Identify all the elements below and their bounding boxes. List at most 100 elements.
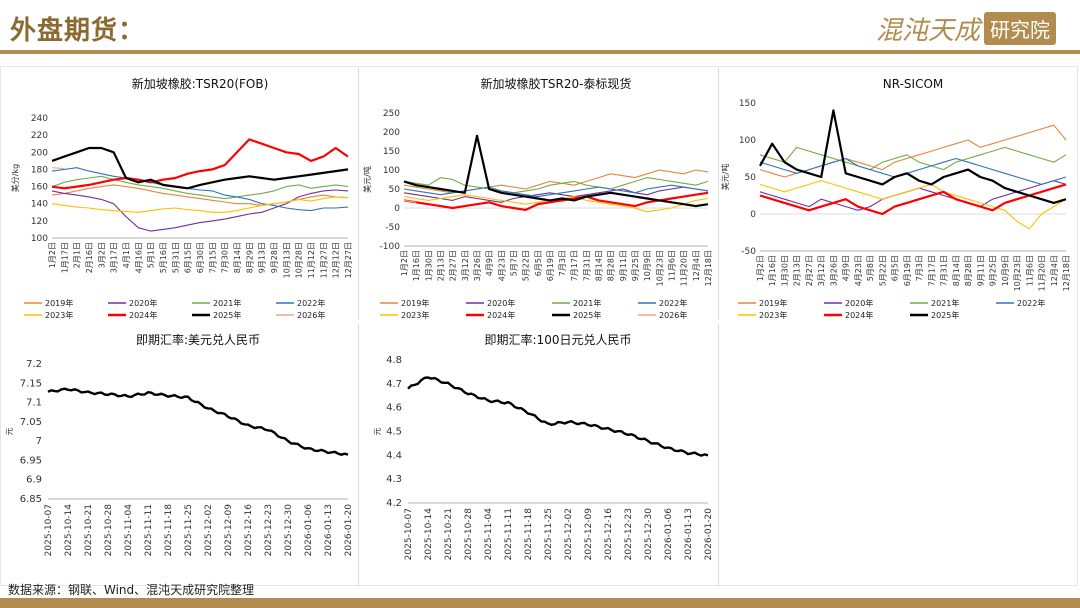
y-tick-label: 0 bbox=[750, 210, 756, 220]
x-tick-label: 6月5日 bbox=[534, 250, 543, 276]
chart-nr-sicom: NR-SICOM -50 0 50 100 150 美元/吨 1月2日 1月16日 1月30日 2月… bbox=[720, 68, 1078, 320]
y-tick-label: 4.4 bbox=[386, 450, 402, 461]
x-tick-label: 4月23日 bbox=[854, 255, 863, 286]
y-tick-label: 7.2 bbox=[26, 359, 42, 370]
chart-title: 即期汇率:100日元兑人民币 bbox=[485, 332, 632, 347]
brand-name: 混沌天成 bbox=[875, 16, 980, 46]
chart-title: 新加坡橡胶:TSR20(FOB) bbox=[132, 76, 269, 91]
legend-label: 2025年 bbox=[931, 310, 959, 320]
x-tick-label: 4月16日 bbox=[134, 242, 143, 273]
x-tick-label: 2025-12-16 bbox=[604, 508, 614, 561]
chart-svg-tsr20-fob: 新加坡橡胶:TSR20(FOB) 100 120 140 160 180 200 220 240… bbox=[10, 76, 353, 320]
x-tick-label: 10月9日 bbox=[643, 250, 652, 281]
x-tick-label: 7月3日 bbox=[915, 255, 924, 281]
chart-tsr20-thai-basis: 新加坡橡胶TSR20-泰标现货 -100 -50 0 50 100 150 200 250 美元/… bbox=[360, 68, 719, 320]
legend-label: 2023年 bbox=[401, 310, 429, 320]
x-tick-label: 2026-01-13 bbox=[684, 508, 694, 560]
y-tick-label: 140 bbox=[31, 200, 48, 210]
x-tick-label: 8月28日 bbox=[964, 255, 973, 286]
chart-jpycny: 即期汇率:100日元兑人民币 4.2 4.3 4.4 4.5 4.6 4.7 4.8 元 2025… bbox=[360, 324, 719, 586]
legend-label: 2020年 bbox=[845, 298, 873, 308]
series-line-2021年 bbox=[403, 177, 709, 194]
legend-label: 2023年 bbox=[45, 310, 73, 320]
x-tick-label: 2月27日 bbox=[805, 255, 814, 286]
y-tick-label: 50 bbox=[389, 185, 401, 195]
y-tick-label: 6.9 bbox=[26, 475, 42, 486]
legend-label: 2023年 bbox=[759, 310, 787, 320]
legend-label: 2019年 bbox=[759, 298, 787, 308]
y-tick-label: 120 bbox=[31, 217, 48, 227]
x-tick-label: 10月23日 bbox=[1013, 255, 1022, 291]
y-tick-label: 50 bbox=[745, 173, 757, 183]
x-tick-label: 2025-11-25 bbox=[184, 504, 194, 556]
x-tick-label: 2月13日 bbox=[436, 250, 445, 281]
chart-title: NR-SICOM bbox=[883, 77, 944, 91]
x-tick-label: 2025-10-28 bbox=[104, 504, 114, 557]
x-tick-label: 2025-11-18 bbox=[164, 504, 174, 557]
y-tick-label: 100 bbox=[31, 234, 48, 244]
series-line-2024年 bbox=[759, 183, 1067, 216]
legend-label: 2026年 bbox=[659, 310, 687, 320]
x-tick-label: 7月31日 bbox=[582, 250, 591, 281]
x-tick-label: 2025-12-16 bbox=[244, 504, 254, 557]
series-line-2023年 bbox=[759, 180, 1067, 230]
x-tick-label: 9月25日 bbox=[989, 255, 998, 286]
x-tick-label: 4月9日 bbox=[842, 255, 851, 281]
x-tick-label: 12月4日 bbox=[1050, 255, 1059, 286]
x-tick-label: 7月31日 bbox=[940, 255, 949, 286]
y-tick-label: 150 bbox=[383, 147, 400, 157]
x-tick-label: 3月2日 bbox=[97, 242, 106, 268]
chart-title: 新加坡橡胶TSR20-泰标现货 bbox=[481, 76, 632, 91]
x-tick-label: 2025-12-09 bbox=[584, 508, 594, 561]
x-tick-label: 1月2日 bbox=[400, 250, 409, 276]
x-tick-label: 6月19日 bbox=[903, 255, 912, 286]
x-tick-label: 11月6日 bbox=[1025, 255, 1034, 286]
y-tick-label: 7 bbox=[36, 436, 42, 447]
x-tick-label: 4月23日 bbox=[497, 250, 506, 281]
y-axis-label: 美元/吨 bbox=[362, 166, 372, 193]
brand-tag: 研究院 bbox=[984, 12, 1056, 45]
x-tick-label: 7月17日 bbox=[927, 255, 936, 286]
x-tick-label: 2025-12-23 bbox=[264, 504, 274, 556]
x-tick-label: 2026-01-20 bbox=[704, 508, 714, 561]
x-tick-label: 5月8日 bbox=[866, 255, 875, 281]
x-tick-label: 10月23日 bbox=[655, 250, 664, 286]
y-tick-label: 4.3 bbox=[386, 474, 402, 485]
x-tick-label: 7月30日 bbox=[221, 242, 230, 273]
legend-label: 2019年 bbox=[401, 298, 429, 308]
series-line-2025年 bbox=[759, 109, 1067, 204]
x-tick-label: 5月31日 bbox=[171, 242, 180, 273]
x-tick-label: 12月4日 bbox=[692, 250, 701, 281]
x-tick-label: 8月14日 bbox=[595, 250, 604, 281]
y-tick-label: 4.8 bbox=[386, 355, 402, 366]
legend-label: 2020年 bbox=[129, 298, 157, 308]
series-line-2019年 bbox=[759, 124, 1067, 178]
legend-label: 2019年 bbox=[45, 298, 73, 308]
y-tick-label: 6.85 bbox=[20, 494, 42, 505]
y-tick-label: 200 bbox=[383, 128, 400, 138]
x-tick-label: 2025-10-14 bbox=[424, 508, 434, 561]
x-tick-label: 7月3日 bbox=[558, 250, 567, 276]
x-tick-label: 8月14日 bbox=[952, 255, 961, 286]
legend-label: 2026年 bbox=[297, 310, 325, 320]
x-tick-label: 9月25日 bbox=[631, 250, 640, 281]
x-tick-label: 2026-01-20 bbox=[344, 504, 354, 557]
x-tick-label: 2025-11-18 bbox=[524, 508, 534, 561]
y-tick-label: 100 bbox=[383, 166, 400, 176]
x-tick-label: 2025-12-30 bbox=[284, 504, 294, 557]
x-tick-label: 5月22日 bbox=[522, 250, 531, 281]
x-tick-label: 6月5日 bbox=[891, 255, 900, 281]
chart-tsr20-fob: 新加坡橡胶:TSR20(FOB) 100 120 140 160 180 200 220 240… bbox=[0, 68, 359, 320]
y-tick-label: 200 bbox=[31, 148, 48, 158]
x-tick-label: 8月28日 bbox=[607, 250, 616, 281]
x-tick-label: 7月17日 bbox=[570, 250, 579, 281]
x-tick-label: 2025-10-07 bbox=[404, 508, 414, 560]
x-tick-label: 1月16日 bbox=[768, 255, 777, 286]
series-line-2020年 bbox=[51, 189, 349, 232]
x-tick-label: 1月2日 bbox=[48, 242, 57, 268]
y-tick-label: 4.5 bbox=[386, 427, 402, 438]
legend-label: 2024年 bbox=[845, 310, 873, 320]
chart-svg-nr-sicom: NR-SICOM -50 0 50 100 150 美元/吨 1月2日 1月16日 1月30日 2月… bbox=[720, 77, 1071, 320]
x-tick-label: 9月28日 bbox=[270, 242, 279, 273]
series-line-2026年 bbox=[403, 199, 417, 203]
